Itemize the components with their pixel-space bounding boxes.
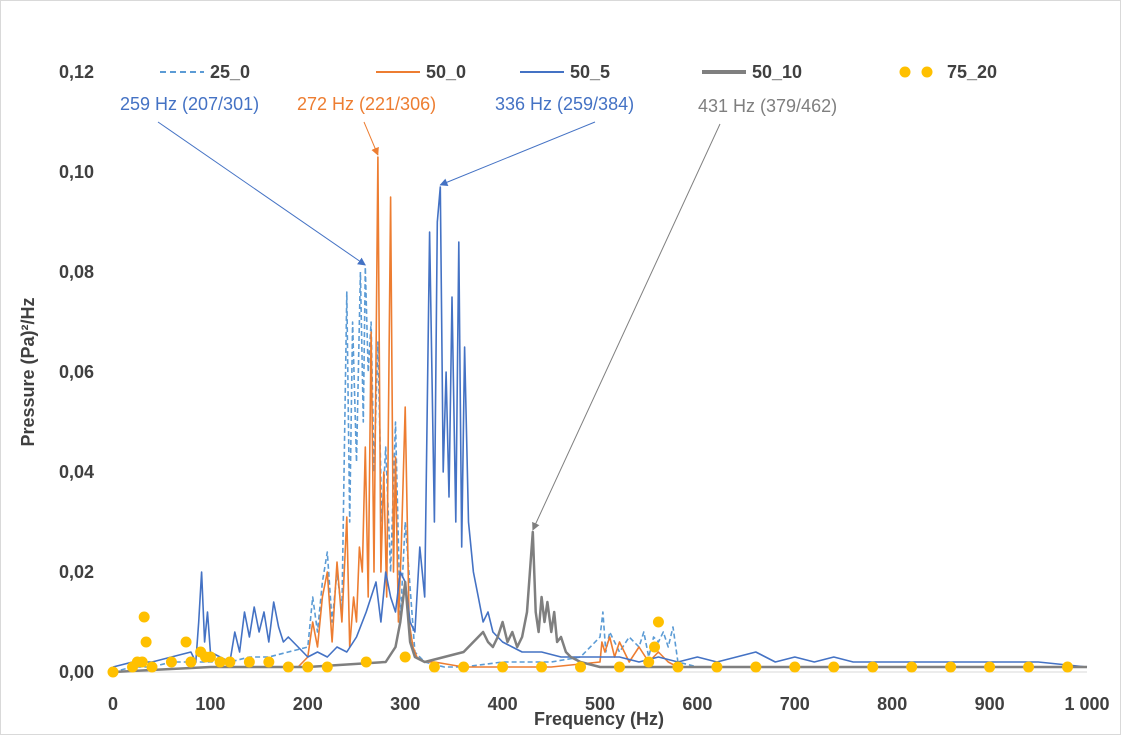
annotations: 259 Hz (207/301) 272 Hz (221/306) 336 Hz (… — [120, 94, 837, 531]
legend-symbol — [921, 66, 933, 78]
data-point — [945, 661, 957, 673]
data-point — [575, 661, 587, 673]
data-point — [321, 661, 333, 673]
data-point — [750, 661, 762, 673]
data-point — [984, 661, 996, 673]
x-tick-label: 900 — [975, 694, 1005, 714]
data-point — [711, 661, 723, 673]
data-point — [399, 651, 411, 663]
series-50-0-line — [112, 156, 1087, 673]
x-tick-label: 0 — [108, 694, 118, 714]
data-point — [180, 636, 192, 648]
y-tick-label: 0,02 — [59, 562, 94, 582]
data-point — [243, 656, 255, 668]
y-tick-label: 0,04 — [59, 462, 94, 482]
data-point — [282, 661, 294, 673]
data-point — [497, 661, 509, 673]
y-tick-label: 0,06 — [59, 362, 94, 382]
annotation-label: 431 Hz (379/462) — [698, 96, 837, 116]
x-tick-label: 400 — [488, 694, 518, 714]
legend-item-25-0: 25_0 — [160, 62, 250, 82]
y-axis-title: Pressure (Pa)²/Hz — [18, 297, 38, 446]
annotation-arrow — [439, 121, 596, 186]
x-tick-label: 1 000 — [1064, 694, 1109, 714]
data-point — [867, 661, 879, 673]
data-point — [828, 661, 840, 673]
x-tick-label: 500 — [585, 694, 615, 714]
data-point — [107, 666, 119, 678]
legend-label: 25_0 — [210, 62, 250, 82]
data-point — [672, 661, 684, 673]
legend-symbol — [899, 66, 911, 78]
annotation-2: 336 Hz (259/384) — [439, 94, 634, 186]
annotation-3: 431 Hz (379/462) — [532, 96, 837, 531]
legend-item-75-20: 75_20 — [899, 62, 997, 82]
data-point — [138, 611, 150, 623]
data-point — [1062, 661, 1074, 673]
data-point — [458, 661, 470, 673]
annotation-arrow — [157, 121, 366, 266]
data-point — [649, 641, 661, 653]
x-axis-title: Frequency (Hz) — [534, 709, 664, 729]
data-point — [204, 651, 216, 663]
series-50-5-line — [112, 186, 1088, 668]
y-axis-tick-labels: 0,00 0,02 0,04 0,06 0,08 0,10 0,12 — [59, 62, 94, 682]
legend: 25_0 50_0 50_5 50_10 75_20 — [160, 62, 997, 82]
annotation-label: 336 Hz (259/384) — [495, 94, 634, 114]
data-point — [214, 656, 226, 668]
data-point — [428, 661, 440, 673]
legend-item-50-0: 50_0 — [376, 62, 466, 82]
x-tick-label: 300 — [390, 694, 420, 714]
data-point — [165, 656, 177, 668]
data-point — [906, 661, 918, 673]
data-point — [613, 661, 625, 673]
y-tick-label: 0,08 — [59, 262, 94, 282]
x-tick-label: 200 — [293, 694, 323, 714]
y-tick-label: 0,00 — [59, 662, 94, 682]
y-tick-label: 0,10 — [59, 162, 94, 182]
x-tick-label: 600 — [682, 694, 712, 714]
data-point — [302, 661, 314, 673]
data-point — [789, 661, 801, 673]
legend-item-50-10: 50_10 — [702, 62, 802, 82]
legend-item-50-5: 50_5 — [520, 62, 610, 82]
data-point — [263, 656, 275, 668]
legend-label: 50_5 — [570, 62, 610, 82]
annotation-1: 272 Hz (221/306) — [297, 94, 436, 156]
data-point — [185, 656, 197, 668]
data-point — [140, 636, 152, 648]
series-75-20-dots — [107, 611, 1074, 678]
data-point — [1023, 661, 1035, 673]
x-axis-tick-labels: 0 100 200 300 400 500 600 700 800 900 1 000 — [108, 694, 1110, 714]
y-tick-label: 0,12 — [59, 62, 94, 82]
annotation-arrow — [363, 121, 379, 156]
data-point — [146, 661, 158, 673]
annotation-arrow — [532, 123, 721, 531]
data-point — [136, 656, 148, 668]
data-point — [224, 656, 236, 668]
annotation-label: 272 Hz (221/306) — [297, 94, 436, 114]
legend-label: 50_0 — [426, 62, 466, 82]
data-point — [643, 656, 655, 668]
x-tick-label: 700 — [780, 694, 810, 714]
data-point — [536, 661, 548, 673]
annotation-0: 259 Hz (207/301) — [120, 94, 366, 266]
data-point — [360, 656, 372, 668]
data-point — [652, 616, 664, 628]
legend-label: 75_20 — [947, 62, 997, 82]
x-tick-label: 800 — [877, 694, 907, 714]
legend-label: 50_10 — [752, 62, 802, 82]
plot-series — [107, 156, 1088, 678]
series-50-10-line — [112, 530, 1087, 674]
x-tick-label: 100 — [195, 694, 225, 714]
annotation-label: 259 Hz (207/301) — [120, 94, 259, 114]
